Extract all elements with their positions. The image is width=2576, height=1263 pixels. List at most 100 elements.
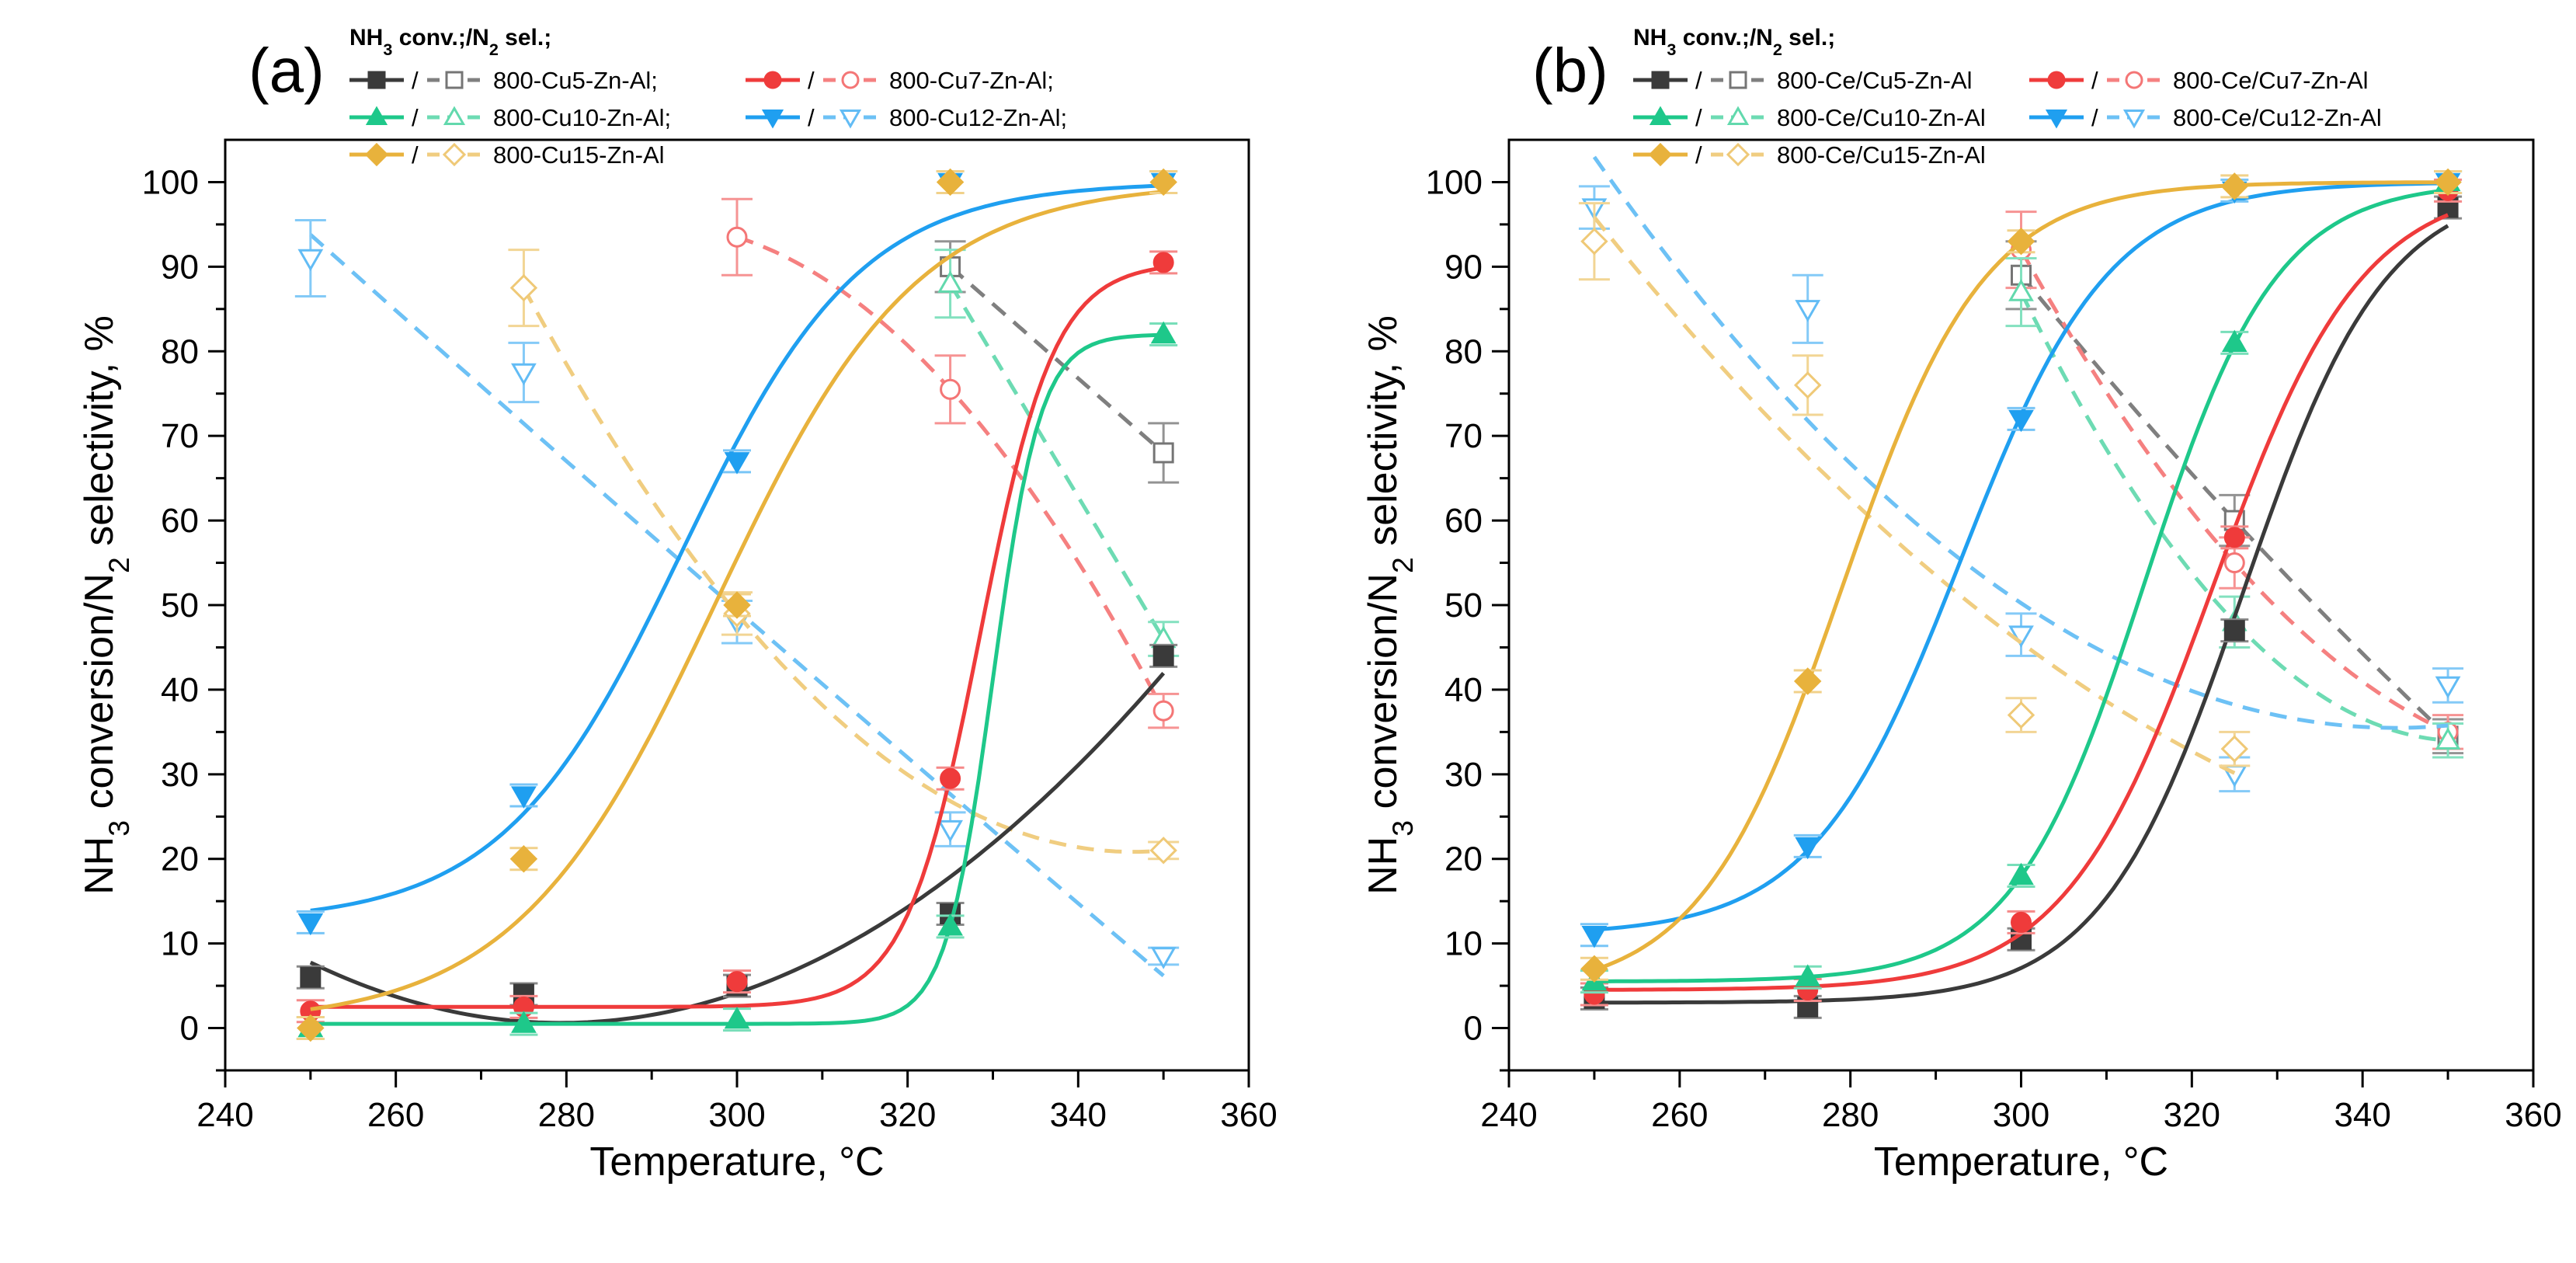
- legend-separator: /: [1695, 104, 1702, 131]
- conversion-point: [1795, 964, 1821, 986]
- y-tick-label: 0: [1464, 1010, 1483, 1048]
- y-tick-label: 30: [1444, 756, 1483, 794]
- conversion-series: [1580, 168, 2463, 983]
- selectivity-point: [937, 819, 963, 843]
- legend-series-name: 800-Ce/Cu15-Zn-Al: [1777, 141, 1986, 169]
- selectivity-series: [1578, 202, 2251, 775]
- y-tick-label: 10: [161, 925, 199, 963]
- x-tick-label: 300: [708, 1096, 765, 1134]
- legend-separator: /: [1695, 67, 1702, 94]
- conversion-point: [2220, 172, 2249, 200]
- legend-conv-marker: [761, 110, 784, 129]
- legend-separator: /: [808, 67, 815, 94]
- conversion-series: [296, 168, 1178, 1042]
- legend-sel-marker: [445, 71, 464, 89]
- legend-series-name: 800-Ce/Cu12-Zn-Al: [2173, 104, 2382, 131]
- selectivity-point: [2007, 701, 2035, 729]
- y-tick-label: 50: [1444, 586, 1483, 625]
- conversion-point: [1150, 321, 1177, 344]
- conversion-point: [724, 452, 750, 475]
- legend-series-name: 800-Ce/Cu10-Zn-Al: [1777, 104, 1986, 131]
- conversion-point: [1793, 667, 1822, 695]
- legend-conv-marker: [1649, 106, 1672, 125]
- selectivity-point: [2008, 625, 2034, 648]
- legend-conv-marker: [365, 106, 388, 125]
- legend-sel-marker: [442, 142, 467, 167]
- x-tick-label: 300: [1993, 1096, 2049, 1134]
- y-tick-label: 10: [1444, 925, 1483, 963]
- selectivity-point: [297, 249, 324, 272]
- legend-series-name: 800-Cu10-Zn-Al;: [493, 104, 671, 131]
- conversion-point: [723, 591, 751, 619]
- legend-series-name: 800-Cu7-Zn-Al;: [889, 67, 1054, 94]
- x-tick-label: 240: [1480, 1096, 1537, 1134]
- legend-conv-marker: [364, 142, 389, 167]
- legend-separator: /: [1695, 141, 1702, 169]
- panel-label: (b): [1532, 36, 1608, 105]
- x-tick-label: 240: [196, 1096, 253, 1134]
- y-tick-label: 80: [161, 332, 199, 371]
- conversion-point: [511, 786, 537, 809]
- x-axis-title: Temperature, °C: [1874, 1139, 2168, 1185]
- legend-sel-marker: [2125, 71, 2143, 89]
- y-tick-label: 90: [161, 248, 199, 286]
- conversion-point: [936, 168, 965, 197]
- selectivity-curve: [948, 265, 1165, 454]
- conversion-point: [937, 913, 963, 936]
- conversion-point: [297, 1014, 325, 1042]
- legend-header: NH3 conv.;/N2 sel.;: [349, 25, 551, 59]
- selectivity-series: [934, 240, 1180, 484]
- legend-separator: /: [412, 104, 419, 131]
- y-tick-label: 60: [1444, 502, 1483, 540]
- y-tick-label: 60: [161, 502, 199, 540]
- conversion-point: [940, 767, 961, 789]
- conversion-curve: [310, 266, 1164, 1009]
- selectivity-series: [934, 249, 1180, 657]
- conversion-series: [296, 250, 1178, 1024]
- selectivity-point: [1580, 227, 1608, 256]
- selectivity-series: [2005, 210, 2464, 750]
- selectivity-curve: [1592, 216, 2236, 775]
- legend-sel-marker: [1726, 106, 1750, 125]
- legend-sel-marker: [1729, 71, 1747, 89]
- selectivity-point: [2435, 676, 2461, 699]
- legend-sel-marker: [2122, 110, 2146, 129]
- panel-label: (a): [249, 36, 325, 105]
- selectivity-point: [1152, 442, 1174, 464]
- conversion-point: [509, 845, 538, 873]
- selectivity-point: [509, 273, 538, 302]
- conversion-series: [296, 321, 1178, 1041]
- legend-sel-marker: [839, 110, 862, 129]
- legend-series-name: 800-Ce/Cu5-Zn-Al: [1777, 67, 1973, 94]
- x-tick-label: 260: [1651, 1096, 1708, 1134]
- legend-separator: /: [808, 104, 815, 131]
- conversion-point: [724, 1006, 750, 1029]
- selectivity-curve: [522, 287, 1164, 854]
- conversion-point: [1581, 926, 1608, 948]
- legend-sel-marker: [443, 106, 466, 125]
- conversion-point: [511, 1011, 537, 1033]
- y-axis-title: NH3 conversion/N2 selectivity, %: [1361, 315, 1419, 895]
- y-tick-label: 100: [1426, 163, 1483, 201]
- selectivity-point: [1795, 300, 1821, 322]
- legend-conv-marker: [1651, 71, 1670, 89]
- y-tick-label: 30: [161, 756, 199, 794]
- legend-conv-marker: [2047, 71, 2066, 89]
- conversion-curve: [1594, 224, 2449, 1005]
- selectivity-point: [511, 363, 537, 386]
- selectivity-point: [937, 270, 963, 293]
- y-tick-label: 20: [161, 840, 199, 879]
- conversion-point: [726, 971, 748, 993]
- x-axis-title: Temperature, °C: [589, 1139, 884, 1185]
- selectivity-point: [2008, 279, 2034, 301]
- legend-conv-marker: [1648, 142, 1673, 167]
- y-tick-label: 70: [1444, 417, 1483, 455]
- conversion-series: [296, 169, 1178, 936]
- conversion-point: [1152, 252, 1174, 273]
- conversion-point: [1580, 955, 1608, 983]
- selectivity-point: [1793, 371, 1822, 399]
- y-tick-label: 70: [161, 417, 199, 455]
- legend-conv-marker: [367, 71, 386, 89]
- y-tick-label: 40: [161, 671, 199, 709]
- conversion-curve: [310, 190, 1164, 1011]
